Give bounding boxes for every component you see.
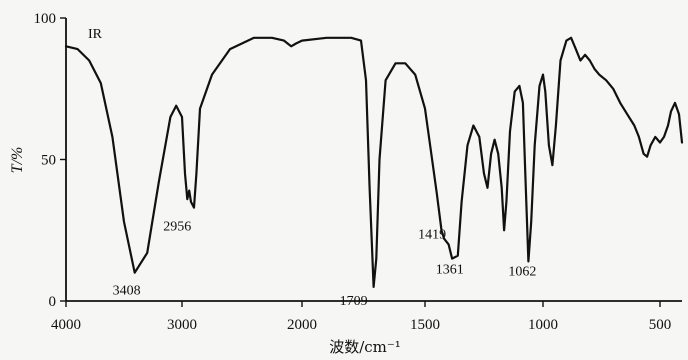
peak-labels: 3408 2956 1709 1419 1361 1062	[113, 219, 537, 308]
spectrum-line	[64, 36, 684, 288]
y-axis-ticks: 0 50 100	[34, 11, 66, 310]
y-tick-label-50: 50	[41, 153, 56, 169]
spectrum-annotation: IR	[88, 27, 103, 42]
x-axis-ticks: 4000 3000 2000 1500 1000 500	[51, 301, 671, 333]
peak-label-1361: 1361	[436, 263, 464, 278]
plot-area	[64, 36, 684, 288]
peak-label-1419: 1419	[418, 228, 446, 243]
x-tick-label-500: 500	[649, 317, 672, 333]
x-tick-label-1500: 1500	[410, 317, 440, 333]
peak-label-2956: 2956	[163, 219, 191, 234]
x-axis-label: 波数/cm⁻¹	[329, 338, 401, 356]
y-tick-label-100: 100	[34, 11, 57, 27]
y-tick-label-0: 0	[49, 294, 57, 310]
x-tick-label-3000: 3000	[167, 317, 197, 333]
y-axis-label: T/%	[9, 147, 26, 174]
x-tick-label-4000: 4000	[51, 317, 81, 333]
x-tick-label-2000: 2000	[287, 317, 317, 333]
peak-label-3408: 3408	[113, 284, 141, 299]
peak-label-1709: 1709	[340, 294, 368, 309]
peak-label-1062: 1062	[508, 264, 536, 279]
x-tick-label-1000: 1000	[528, 317, 558, 333]
